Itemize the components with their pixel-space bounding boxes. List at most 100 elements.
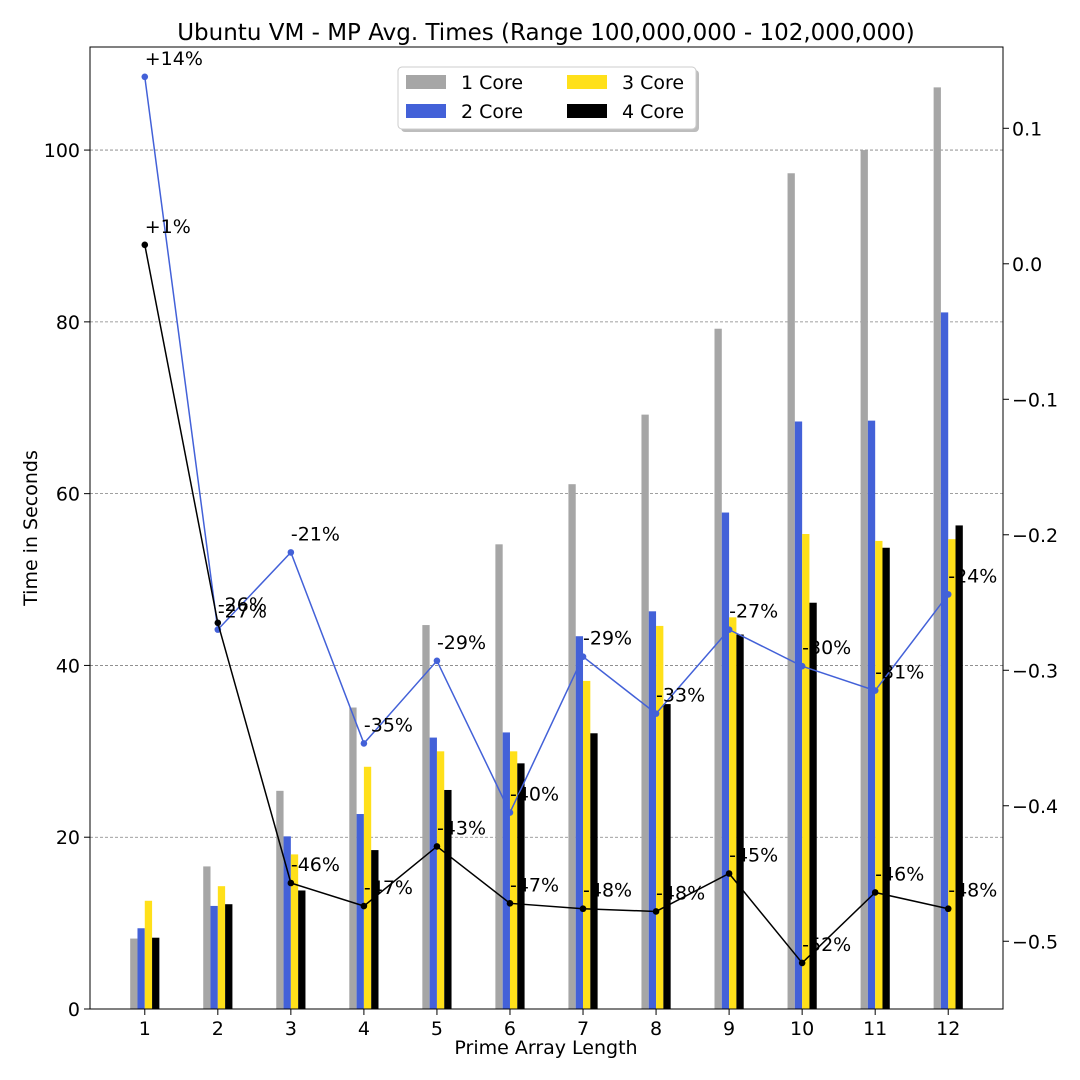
bar-2-core <box>137 928 145 1009</box>
bar-1-core <box>714 328 722 1009</box>
percent-label: -24% <box>948 565 997 587</box>
y-tick-label: 60 <box>56 484 80 506</box>
line-point <box>652 908 660 915</box>
bar-2-core <box>867 420 876 1010</box>
legend-swatch <box>567 104 607 118</box>
line-point <box>944 591 952 598</box>
percent-label: -45% <box>729 845 778 867</box>
x-tick-label: 11 <box>863 1018 887 1040</box>
percent-label: -26% <box>218 594 267 616</box>
line-point <box>725 870 733 877</box>
bar-2-core <box>429 737 437 1009</box>
line-point <box>652 710 660 717</box>
bar-4-core <box>955 525 963 1009</box>
bar-2-core <box>940 312 949 1009</box>
bar-2-core <box>794 421 803 1009</box>
bar-4-core <box>590 733 598 1009</box>
chart-title: Ubuntu VM - MP Avg. Times (Range 100,000… <box>177 20 915 46</box>
bar-1-core <box>349 707 357 1009</box>
line-point <box>287 879 295 887</box>
x-tick-label: 6 <box>504 1018 516 1040</box>
y2-tick-label: −0.3 <box>1012 660 1058 682</box>
percent-label: -21% <box>291 523 340 545</box>
bar-4-core <box>809 602 817 1009</box>
x-axis-title: Prime Array Length <box>454 1037 637 1059</box>
bar-3-core <box>875 540 883 1009</box>
y2-tick-label: −0.2 <box>1012 525 1058 547</box>
line-point <box>214 619 222 627</box>
line-point <box>798 662 806 670</box>
lines-layer: +14% -27% -21% -35% -29% -40% -29% -33% -27% -30%… <box>141 48 997 967</box>
y2-tick-label: 0.0 <box>1012 254 1042 276</box>
y2-tick-label: −0.4 <box>1012 796 1058 818</box>
bar-3-core <box>802 534 810 1009</box>
bars-layer <box>130 87 963 1010</box>
percent-label: -30% <box>802 637 851 659</box>
bar-4-core <box>663 704 671 1009</box>
bar-4-core <box>444 789 452 1009</box>
bar-3-core <box>583 680 591 1009</box>
x-tick-label: 1 <box>139 1018 151 1040</box>
bar-3-core <box>729 617 737 1009</box>
bar-4-core <box>517 763 525 1009</box>
line-point <box>871 687 879 694</box>
percent-label: +14% <box>145 48 203 70</box>
bar-1-core <box>203 866 211 1009</box>
percent-label: -52% <box>802 934 851 956</box>
legend-box <box>397 66 697 130</box>
line-point <box>433 657 441 665</box>
bar-4-core <box>736 634 744 1009</box>
bar-1-core <box>860 150 868 1010</box>
percent-label: -40% <box>510 784 559 806</box>
percent-label: -27% <box>729 601 778 623</box>
line-point <box>871 889 879 896</box>
legend-label: 3 Core <box>622 72 684 94</box>
y2-tick-label: −0.5 <box>1012 931 1058 953</box>
line-point <box>287 549 295 556</box>
y-tick-label: 40 <box>56 655 80 677</box>
percent-label: -31% <box>875 662 924 684</box>
percent-label: -35% <box>364 714 413 736</box>
line-4-core <box>144 244 949 965</box>
bar-3-core <box>363 766 372 1009</box>
x-tick-label: 5 <box>431 1018 443 1040</box>
legend: 1 Core 2 Core 3 Core 4 Core <box>397 66 699 132</box>
percent-label: -48% <box>583 880 632 902</box>
bar-2-core <box>210 905 218 1009</box>
x-tick-label: 3 <box>285 1018 297 1040</box>
bar-3-core <box>509 751 518 1009</box>
bar-3-core <box>948 539 956 1009</box>
y-axis-title: Time in Seconds <box>20 450 42 607</box>
bar-4-core <box>298 890 306 1009</box>
line-point <box>141 241 149 249</box>
legend-swatch <box>406 75 446 89</box>
percent-label: -48% <box>948 880 997 902</box>
percent-label: -47% <box>510 874 559 896</box>
x-tick-label: 2 <box>212 1018 224 1040</box>
x-tick-label: 9 <box>723 1018 735 1040</box>
bar-1-core <box>495 544 503 1009</box>
line-point <box>433 843 441 850</box>
x-tick-label: 12 <box>936 1018 960 1040</box>
line-point <box>360 740 368 747</box>
bar-1-core <box>276 790 284 1009</box>
y2-tick-label: 0.1 <box>1012 118 1042 140</box>
bar-4-core <box>225 904 233 1009</box>
percent-label: -46% <box>291 854 340 876</box>
line-point <box>798 959 806 967</box>
bar-4-core <box>371 850 379 1009</box>
bar-1-core <box>787 173 795 1009</box>
legend-swatch <box>567 75 607 89</box>
plot-frame <box>89 46 1004 1010</box>
percent-label: -46% <box>875 863 924 885</box>
bar-1-core <box>641 414 649 1009</box>
line-point <box>944 905 952 913</box>
line-point <box>506 900 514 907</box>
percent-label: -43% <box>437 817 486 839</box>
bar-3-core <box>436 751 445 1009</box>
legend-label: 2 Core <box>461 101 523 123</box>
y2-tick-label: −0.1 <box>1012 389 1058 411</box>
bar-2-core <box>283 836 291 1009</box>
